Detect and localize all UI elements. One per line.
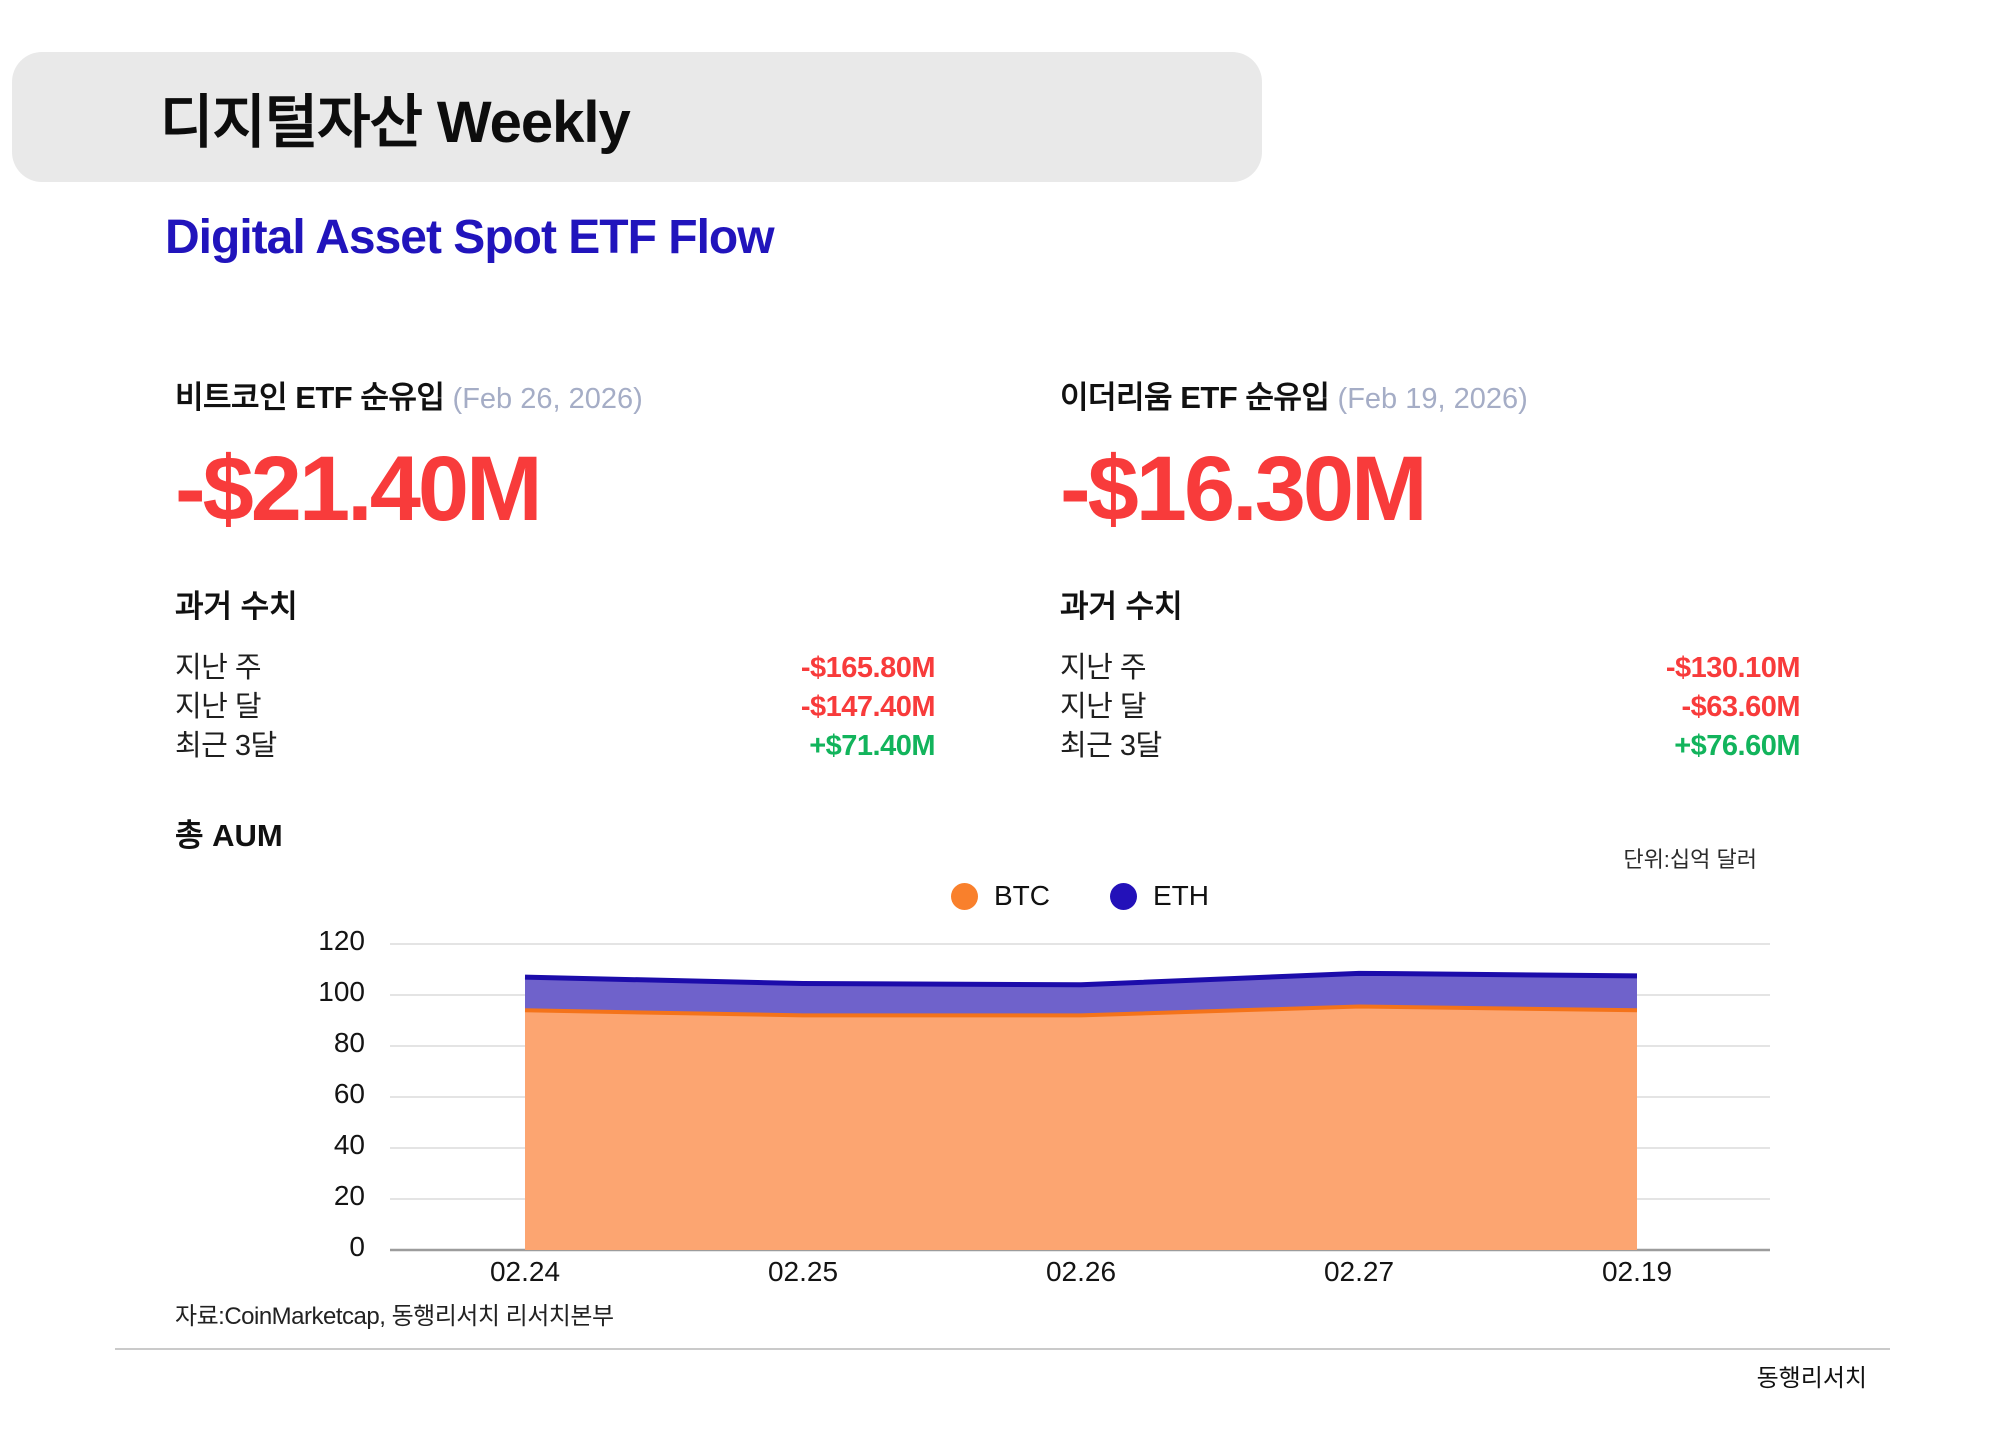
history-row: 지난 달 -$63.60M [1060, 683, 1800, 723]
y-axis-tick-label: 20 [333, 1180, 365, 1211]
eth-title-text: 이더리움 ETF 순유입 [1060, 380, 1330, 415]
history-label: 최근 3달 [175, 730, 277, 762]
eth-net-flow-value: -$16.30M [1060, 438, 1428, 540]
btc-legend-dot-icon [951, 882, 978, 910]
eth-top-line [524, 970, 1638, 988]
eth-flow-section: 이더리움 ETF 순유입 (Feb 19, 2026) -$16.30M 과거 … [1060, 372, 1801, 762]
brand-logo-text: 동행리서치 [1756, 1365, 1867, 1392]
eth-history-rows: 지난 주 -$130.10M 지난 달 -$63.60M 최근 3달 +$76.… [1060, 644, 1801, 762]
eth-asof-date: (Feb 19, 2026) [1337, 383, 1528, 415]
footer-divider [115, 1348, 1890, 1350]
btc-top-line [524, 1004, 1638, 1018]
history-label: 최근 3달 [1060, 730, 1162, 762]
y-axis-tick-label: 0 [349, 1231, 365, 1262]
history-value: -$165.80M [800, 652, 936, 684]
history-label: 지난 달 [1060, 691, 1147, 723]
history-value: +$71.40M [809, 730, 935, 762]
y-axis-tick-label: 60 [333, 1078, 365, 1109]
history-label: 지난 달 [175, 691, 262, 723]
x-axis-tick-label: 02.24 [489, 1256, 561, 1287]
btc-flow-section: 비트코인 ETF 순유입 (Feb 26, 2026) -$21.40M 과거 … [175, 372, 936, 762]
btc-asof-date: (Feb 26, 2026) [452, 383, 643, 415]
legend-label: BTC [994, 880, 1050, 911]
history-value: -$130.10M [1665, 652, 1801, 684]
legend-item-btc: BTC [951, 880, 1050, 912]
history-value: +$76.60M [1674, 730, 1800, 762]
report-subtitle: Digital Asset Spot ETF Flow [165, 211, 775, 264]
history-row: 지난 달 -$147.40M [175, 683, 936, 723]
history-row: 지난 주 -$165.80M [175, 644, 936, 684]
history-label: 지난 주 [1060, 652, 1147, 684]
history-row: 최근 3달 +$76.60M [1060, 722, 1800, 762]
page-title: 디지털자산 Weekly [160, 90, 631, 155]
legend-label: ETH [1153, 880, 1209, 911]
btc-title-text: 비트코인 ETF 순유입 [175, 380, 445, 415]
history-value: -$147.40M [800, 691, 936, 723]
eth-legend-dot-icon [1110, 882, 1137, 910]
history-value: -$63.60M [1681, 691, 1800, 723]
y-axis-tick-label: 100 [318, 976, 365, 1007]
y-axis-tick-label: 40 [333, 1129, 365, 1160]
btc-area [525, 1006, 1637, 1250]
y-axis-tick-label: 120 [318, 925, 365, 956]
y-axis-tick-label: 80 [333, 1027, 365, 1058]
eth-section-title: 이더리움 ETF 순유입 (Feb 19, 2026) [1060, 372, 1800, 417]
x-axis-tick-label: 02.27 [1323, 1256, 1395, 1287]
chart-title: 총 AUM [175, 818, 283, 853]
x-axis-tick-label: 02.26 [1045, 1256, 1117, 1287]
history-row: 최근 3달 +$71.40M [175, 722, 935, 762]
title-banner: 디지털자산 Weekly [12, 52, 1262, 182]
source-note: 자료:CoinMarketcap, 동행리서치 리서치본부 [175, 1303, 614, 1330]
btc-history-title: 과거 수치 [175, 589, 298, 624]
history-label: 지난 주 [175, 652, 262, 684]
legend-item-eth: ETH [1110, 880, 1209, 912]
x-axis-tick-label: 02.19 [1601, 1256, 1673, 1287]
eth-history-title: 과거 수치 [1060, 589, 1183, 624]
chart-legend: BTC ETH [390, 876, 1770, 916]
history-row: 지난 주 -$130.10M [1060, 644, 1801, 684]
x-axis-tick-label: 02.25 [767, 1256, 839, 1287]
btc-net-flow-value: -$21.40M [175, 438, 543, 540]
btc-section-title: 비트코인 ETF 순유입 (Feb 26, 2026) [175, 372, 935, 417]
eth-area [525, 973, 1637, 1016]
btc-history-rows: 지난 주 -$165.80M 지난 달 -$147.40M 최근 3달 +$71… [175, 644, 936, 762]
chart-unit-label: 단위:십억 달러 [1623, 847, 1757, 872]
